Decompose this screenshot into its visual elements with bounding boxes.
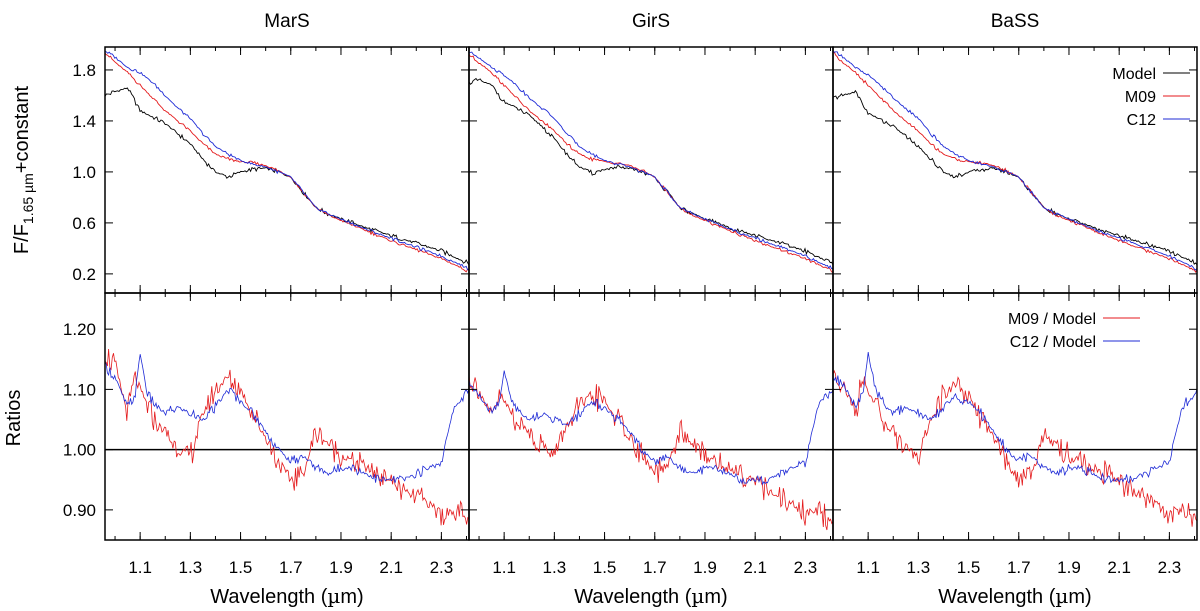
x-tick-label: 1.9 — [1057, 558, 1081, 577]
x-tick-label: 1.7 — [643, 558, 667, 577]
legend-label: M09 / Model — [1008, 311, 1096, 328]
series-line-c12 — [469, 51, 833, 270]
top-plot-area — [833, 50, 1197, 273]
ratio-line-m09 — [469, 375, 833, 531]
legend-top: Model M09 C12 — [1112, 66, 1190, 129]
labels-layer: 0.2 0.6 1.0 1.4 1.8 0.90 1.00 1.10 1.20 F/F1.65 µ… — [3, 61, 1197, 520]
bottom-plot-area — [469, 370, 833, 531]
ratio-line-m09 — [105, 348, 469, 526]
panel-mars: MarS 1.1 1.3 1.5 1.7 1.9 2.1 2.3 Wavelength (µm) — [104, 11, 470, 608]
bottom-frame — [832, 292, 1198, 541]
legend-bottom: M09 / Model C12 / Model — [1008, 311, 1140, 351]
ratio-line-c12 — [833, 352, 1197, 485]
x-tick-label: 2.1 — [743, 558, 767, 577]
x-tick-label: 2.1 — [379, 558, 403, 577]
x-axis-label: Wavelength (µm) — [574, 584, 727, 608]
x-tick-label: 1.3 — [179, 558, 203, 577]
y-tick-label-bottom: 0.90 — [63, 501, 96, 520]
top-frame — [832, 46, 1198, 294]
y-axis-label-top: F/F1.65 µm+constant — [11, 85, 36, 254]
bottom-plot-area — [833, 352, 1197, 527]
legend-label: C12 — [1127, 112, 1156, 129]
top-frame — [104, 46, 470, 294]
x-tick-label: 1.5 — [957, 558, 981, 577]
panels-layer: MarS 1.1 1.3 1.5 1.7 1.9 2.1 2.3 Wavelength (µm)… — [104, 11, 1198, 608]
x-tick-label: 1.5 — [229, 558, 253, 577]
x-tick-label: 1.1 — [128, 558, 152, 577]
x-tick-label: 2.1 — [1107, 558, 1131, 577]
top-plot-area — [469, 51, 833, 273]
legend-label: M09 — [1125, 89, 1156, 106]
top-plot-area — [105, 50, 469, 273]
panel-title: BaSS — [991, 11, 1040, 32]
y-axis-label-bottom: Ratios — [3, 390, 25, 447]
x-tick-label: 1.7 — [1007, 558, 1031, 577]
y-tick-label-bottom: 1.10 — [63, 380, 96, 399]
series-line-c12 — [105, 50, 469, 271]
legend-label: Model — [1112, 66, 1156, 83]
y-tick-label-top: 1.0 — [72, 163, 96, 182]
series-line-m09 — [833, 51, 1197, 273]
ratio-line-c12 — [469, 370, 833, 486]
x-axis-label: Wavelength (µm) — [938, 584, 1091, 608]
bottom-plot-area — [105, 348, 469, 526]
x-tick-label: 1.9 — [693, 558, 717, 577]
x-tick-label: 1.7 — [279, 558, 303, 577]
x-tick-label: 1.1 — [856, 558, 880, 577]
panel-title: GirS — [632, 11, 670, 32]
x-tick-label: 1.1 — [492, 558, 516, 577]
ratio-line-m09 — [833, 369, 1197, 527]
x-tick-label: 1.3 — [907, 558, 931, 577]
x-axis: 1.1 1.3 1.5 1.7 1.9 2.1 2.3 — [478, 47, 831, 577]
x-tick-label: 2.3 — [1158, 558, 1182, 577]
x-axis-label: Wavelength (µm) — [210, 584, 363, 608]
x-axis: 1.1 1.3 1.5 1.7 1.9 2.1 2.3 — [114, 47, 467, 577]
top-frame — [468, 46, 834, 294]
y-tick-label-bottom: 1.20 — [63, 320, 96, 339]
y-tick-label-top: 1.8 — [72, 61, 96, 80]
x-tick-label: 1.3 — [543, 558, 567, 577]
y-tick-label-top: 1.4 — [72, 112, 96, 131]
series-line-m09 — [105, 52, 469, 273]
y-tick-label-top: 0.6 — [72, 214, 96, 233]
y-tick-label-bottom: 1.00 — [63, 441, 96, 460]
x-tick-label: 2.3 — [430, 558, 454, 577]
y-tick-label-top: 0.2 — [72, 265, 96, 284]
x-tick-label: 2.3 — [794, 558, 818, 577]
x-tick-label: 1.9 — [329, 558, 353, 577]
panel-girs: GirS 1.1 1.3 1.5 1.7 1.9 2.1 2.3 Wavelength (µm) — [468, 11, 834, 608]
y-axes: 0.2 0.6 1.0 1.4 1.8 0.90 1.00 1.10 1.20 — [63, 61, 1197, 520]
ratio-line-c12 — [105, 354, 469, 484]
x-axis: 1.1 1.3 1.5 1.7 1.9 2.1 2.3 — [842, 47, 1195, 577]
series-line-model — [105, 87, 469, 266]
x-tick-label: 1.5 — [593, 558, 617, 577]
panel-bass: BaSS 1.1 1.3 1.5 1.7 1.9 2.1 2.3 Wavelength (µm) — [832, 11, 1198, 608]
panel-title: MarS — [264, 11, 309, 32]
series-line-c12 — [833, 50, 1197, 271]
legend-label: C12 / Model — [1010, 334, 1096, 351]
series-line-m09 — [469, 54, 833, 273]
